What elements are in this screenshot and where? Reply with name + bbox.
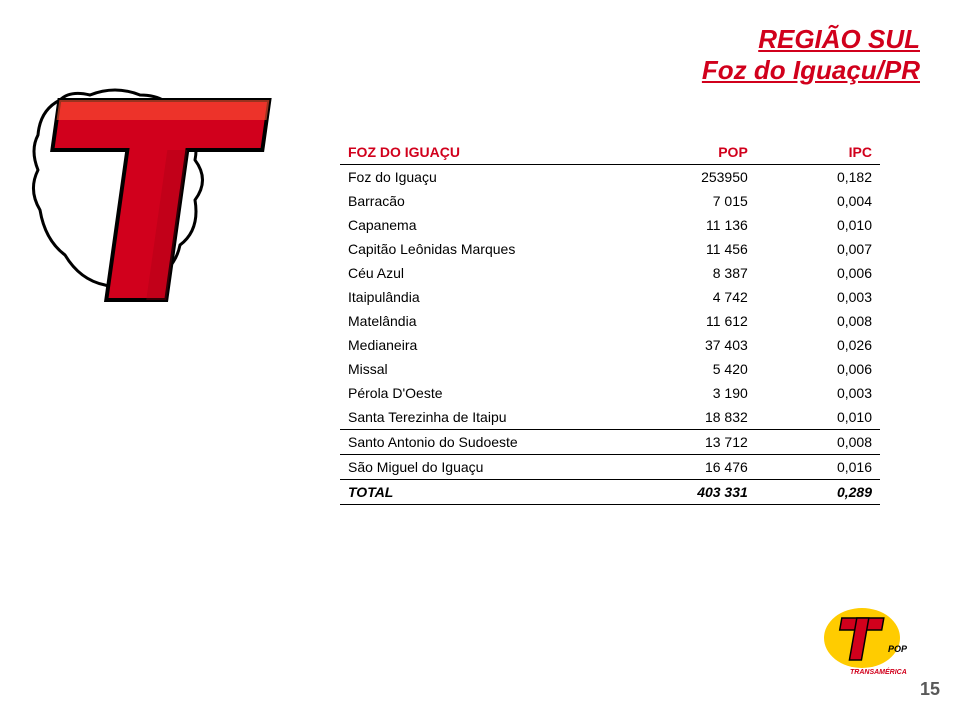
footer-logo-icon: POP TRANSAMÉRICA xyxy=(820,600,920,680)
col-header-ipc: IPC xyxy=(756,140,880,165)
table-row: Santo Antonio do Sudoeste 13 712 0,008 xyxy=(340,430,880,455)
svg-text:POP: POP xyxy=(888,644,908,654)
page-number: 15 xyxy=(920,679,940,700)
table-row: Pérola D'Oeste 3 190 0,003 xyxy=(340,381,880,405)
table-row: Céu Azul 8 387 0,006 xyxy=(340,261,880,285)
table-row: Missal 5 420 0,006 xyxy=(340,357,880,381)
table-row: Santa Terezinha de Itaipu 18 832 0,010 xyxy=(340,405,880,430)
table-row: São Miguel do Iguaçu 16 476 0,016 xyxy=(340,455,880,480)
page-title-area: REGIÃO SUL Foz do Iguaçu/PR xyxy=(702,24,920,86)
title-line-1: REGIÃO SUL xyxy=(702,24,920,55)
table-row: Barracão 7 015 0,004 xyxy=(340,189,880,213)
table-row: Capitão Leônidas Marques 11 456 0,007 xyxy=(340,237,880,261)
col-header-pop: POP xyxy=(637,140,756,165)
table-row: Foz do Iguaçu 253950 0,182 xyxy=(340,165,880,190)
col-header-name: FOZ DO IGUAÇU xyxy=(340,140,637,165)
table-row: Capanema 11 136 0,010 xyxy=(340,213,880,237)
title-line-2: Foz do Iguaçu/PR xyxy=(702,55,920,86)
table-row: Matelândia 11 612 0,008 xyxy=(340,309,880,333)
brazil-map-icon xyxy=(20,80,220,300)
table-row: Medianeira 37 403 0,026 xyxy=(340,333,880,357)
table-total-row: TOTAL 403 331 0,289 xyxy=(340,480,880,505)
table-row: Itaipulândia 4 742 0,003 xyxy=(340,285,880,309)
table-header-row: FOZ DO IGUAÇU POP IPC xyxy=(340,140,880,165)
data-table: FOZ DO IGUAÇU POP IPC Foz do Iguaçu 2539… xyxy=(340,140,880,505)
svg-text:TRANSAMÉRICA: TRANSAMÉRICA xyxy=(850,667,907,676)
